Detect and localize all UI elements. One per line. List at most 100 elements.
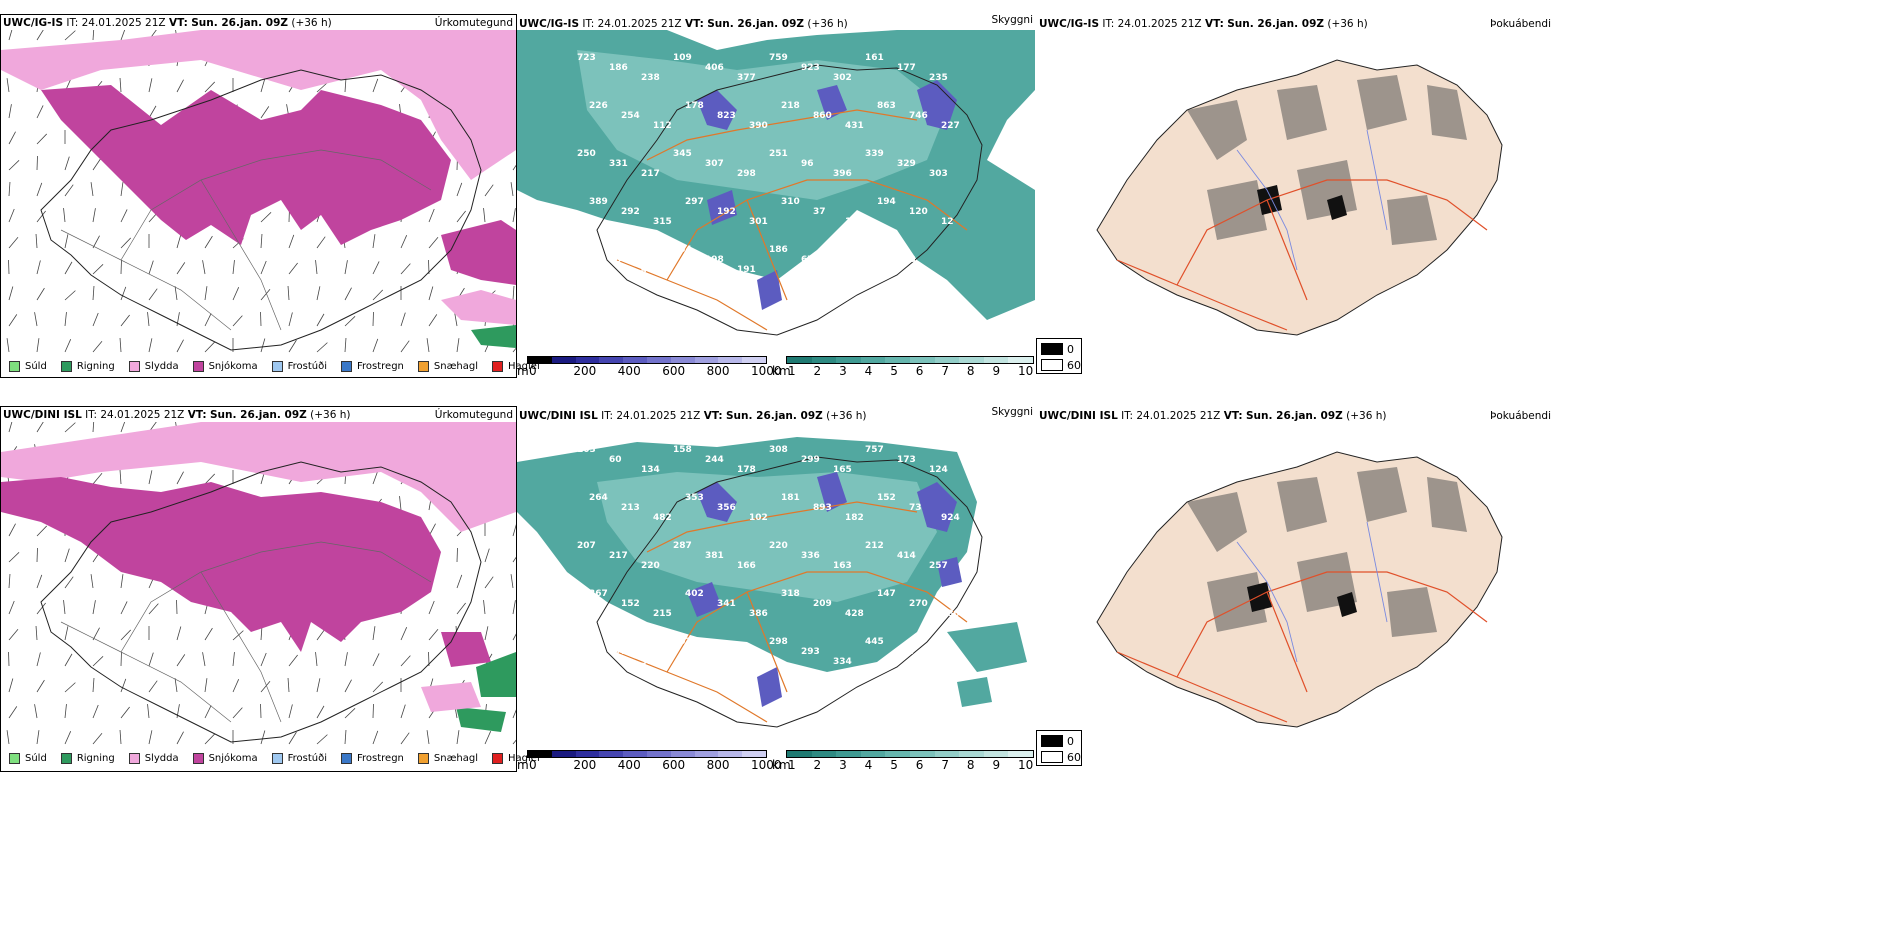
wind-barb [512,164,516,171]
roads [60,149,432,331]
legend-swatch [492,361,504,372]
wind-barb [148,470,153,485]
ceiling-value-label: 307 [705,159,724,169]
ceiling-value-label: 298 [737,169,756,179]
ceiling-blue-area [697,80,957,310]
wind-barb [204,733,216,745]
ceiling-blue-area [687,472,962,707]
wind-barb [483,600,486,615]
ceiling-value-label: 180 [941,609,960,619]
wind-barb [456,210,466,223]
colorbar-tick: 6 [915,364,924,378]
wind-barb [8,678,14,693]
wind-barb [174,678,178,693]
precip-type-panel-bottom: UWC/DINI ISL IT: 24.01.2025 21Z VT: Sun.… [0,406,540,772]
colorbar-segment [694,357,719,363]
ceiling-value-label: 158 [673,445,692,455]
wind-barb [8,600,15,615]
wind-barb [64,704,67,719]
fog-legend-top: 0 60 [1036,338,1082,374]
ceiling-value-label: 402 [685,589,704,599]
ceiling-value-label: 191 [737,265,756,275]
ceiling-value-label: 124 [929,465,948,475]
wind-barb [36,574,43,589]
ceiling-value-label: 178 [685,101,704,111]
fog-legend-bottom: 0 60 [1036,730,1082,766]
wind-barb [260,260,267,275]
coastline [1096,59,1503,336]
fog-label-60: 60 [1067,359,1081,372]
wind-barb [92,678,95,693]
wind-barb [176,626,182,641]
wind-barb [64,576,74,589]
legend-item: Snjókoma [192,361,258,372]
wind-barb [428,208,435,223]
ceiling-value-label: 353 [685,493,704,503]
ceiling-value-label: 120 [909,207,928,217]
colorbar-segment [575,751,600,757]
ceiling-value-label: 73 [621,695,634,705]
ceiling-value-label: 254 [609,255,628,265]
colorbar-segment [528,357,552,363]
wind-barb [512,208,516,223]
ceiling-value-label: 217 [609,551,628,561]
legend-swatch [341,753,352,764]
wind-barb [400,704,406,719]
ceiling-value-label: 338 [705,647,724,657]
colorbar-segment [983,357,1009,363]
ceiling-value-label: 257 [929,561,948,571]
coastline [40,461,482,743]
wind-barb [400,655,411,667]
wind-barb [64,312,67,327]
wind-barb [176,262,186,275]
wind-barb [8,208,15,223]
wind-barb [64,422,76,433]
ceiling-value-label: 318 [781,589,800,599]
ceiling-value-label: 299 [801,455,820,465]
ceiling-value-label: 333 [897,255,916,265]
ceiling-value-label: 112 [653,121,672,131]
ceiling-value-label: 293 [801,647,820,657]
ceiling-value-label: 147 [877,589,896,599]
wind-barb [344,287,352,301]
wind-barb [316,286,321,301]
colorbar-tick: 10 [1018,758,1034,772]
panel-field-name: Þokuábendi [1490,18,1551,30]
legend-swatch [271,753,283,764]
ceiling-value-label: 298 [769,637,788,647]
precip-type-map [1,422,516,745]
wind-barb [63,208,66,223]
ceiling-value-label: 213 [621,503,640,513]
wind-barb [288,312,293,327]
wind-barb [64,234,69,249]
slydda-area [1,30,516,180]
ceiling-value-label: 339 [865,149,884,159]
panel-title: UWC/DINI ISL IT: 24.01.2025 21Z VT: Sun.… [1039,410,1387,422]
wind-barb [176,654,186,667]
coastline [596,64,983,336]
colorbar-segment [670,357,695,363]
legend-item: Frostregn [341,361,404,372]
wind-barb [344,338,347,353]
wind-barb [176,339,184,353]
wind-barb [36,287,45,301]
visibility-panel-bottom: UWC/DINI ISL IT: 24.01.2025 21Z VT: Sun.… [517,406,1037,772]
wind-barb [372,234,376,249]
ceiling-value-label: 356 [717,503,736,513]
wind-barb [119,78,122,93]
wind-barb [456,574,463,589]
ceiling-value-label: 186 [609,63,628,73]
panel-title: UWC/DINI ISL IT: 24.01.2025 21Z VT: Sun.… [519,410,867,422]
colorbar-segment [934,357,960,363]
legend-swatch [271,361,283,372]
colorbar-tick: 9 [992,364,1001,378]
colorbar-segment [742,751,766,757]
fog-swatch-light [1041,359,1063,371]
ceiling-value-label: 217 [641,169,660,179]
wind-barb [92,30,95,41]
ceiling-value-label: 154 [673,245,692,255]
wind-barb [8,159,20,171]
wind-barb [64,731,72,745]
legend-label: Slydda [144,753,179,764]
legend-item: Slydda [128,361,179,372]
